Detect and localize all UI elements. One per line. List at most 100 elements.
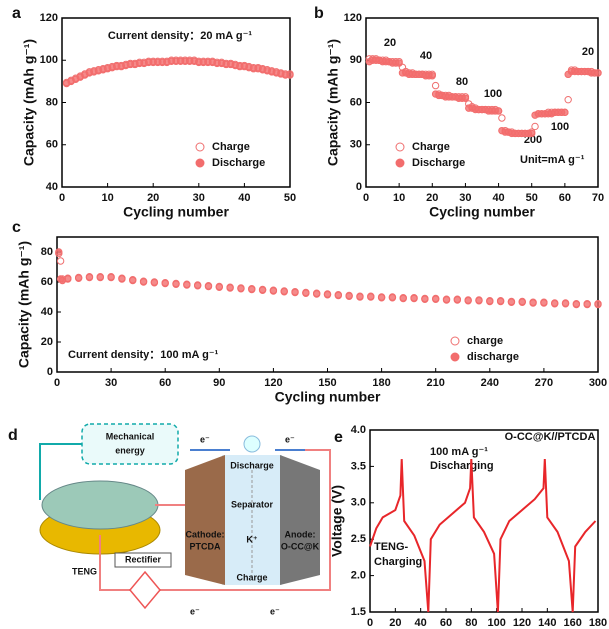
point bbox=[85, 273, 94, 282]
x-tick-label: 40 bbox=[492, 192, 504, 204]
y-tick-label: 120 bbox=[40, 12, 58, 24]
point bbox=[215, 283, 224, 291]
point bbox=[583, 300, 591, 309]
y-tick-label: 4.0 bbox=[351, 424, 366, 436]
diagram-text: O-CC@K bbox=[281, 541, 320, 551]
legend-label: Discharge bbox=[412, 157, 465, 169]
x-tick-label: 40 bbox=[238, 192, 250, 204]
annotation: O-CC@K//PTCDA bbox=[505, 431, 596, 443]
point bbox=[183, 281, 191, 289]
point bbox=[129, 276, 137, 285]
point bbox=[280, 288, 288, 296]
annotation: 100 bbox=[484, 88, 502, 100]
y-axis-label: Capacity (mAh g⁻¹) bbox=[16, 241, 32, 368]
annotation: 100 mA g⁻¹ bbox=[430, 446, 488, 458]
panel-letter: b bbox=[314, 5, 324, 22]
point bbox=[226, 284, 234, 292]
panel-letter: a bbox=[12, 5, 21, 22]
diagram-text: PTCDA bbox=[190, 541, 221, 551]
point bbox=[551, 300, 559, 308]
legend-marker bbox=[450, 336, 460, 346]
y-tick-label: 3.5 bbox=[351, 460, 366, 472]
point bbox=[518, 298, 526, 306]
x-tick-label: 210 bbox=[427, 377, 445, 389]
y-axis-label: Capacity (mAh g⁻¹) bbox=[21, 39, 37, 166]
point bbox=[312, 290, 321, 298]
y-axis-label: Voltage (V) bbox=[329, 485, 345, 557]
point bbox=[496, 297, 505, 306]
point bbox=[594, 69, 602, 77]
panel-letter: d bbox=[8, 427, 18, 444]
point bbox=[96, 273, 104, 282]
x-tick-label: 100 bbox=[487, 617, 505, 629]
x-tick-label: 120 bbox=[513, 617, 531, 629]
point bbox=[334, 291, 343, 300]
point bbox=[594, 300, 602, 309]
legend-label: Charge bbox=[212, 141, 250, 153]
annotation: 40 bbox=[420, 50, 432, 62]
legend-label: Charge bbox=[412, 141, 450, 153]
y-tick-label: 2.5 bbox=[351, 533, 366, 545]
point bbox=[464, 297, 472, 305]
point bbox=[150, 279, 159, 287]
x-tick-label: 160 bbox=[563, 617, 581, 629]
x-tick-label: 140 bbox=[538, 617, 556, 629]
diagram-text: Charge bbox=[236, 572, 267, 582]
y-tick-label: 80 bbox=[41, 246, 53, 258]
panel-letter: e bbox=[334, 429, 343, 446]
diagram-text: TENG bbox=[72, 566, 97, 576]
y-tick-label: 80 bbox=[46, 96, 58, 108]
x-tick-label: 80 bbox=[465, 617, 477, 629]
point bbox=[248, 285, 256, 294]
bulb bbox=[243, 435, 261, 453]
point bbox=[561, 300, 570, 308]
annotation: Current density：100 mA g⁻¹ bbox=[68, 349, 219, 361]
x-axis-label: Cycling number bbox=[123, 204, 229, 220]
x-tick-label: 20 bbox=[389, 617, 401, 629]
point bbox=[395, 59, 403, 67]
x-tick-label: 240 bbox=[481, 377, 499, 389]
point bbox=[345, 292, 353, 300]
line bbox=[369, 459, 597, 613]
diagram-text: e⁻ bbox=[190, 606, 200, 616]
x-tick-label: 50 bbox=[284, 192, 296, 204]
point bbox=[367, 293, 375, 301]
x-tick-label: 10 bbox=[101, 192, 113, 204]
x-tick-label: 0 bbox=[363, 192, 369, 204]
point bbox=[494, 107, 503, 115]
legend-label: charge bbox=[467, 335, 503, 347]
x-tick-label: 60 bbox=[559, 192, 571, 204]
y-tick-label: 30 bbox=[350, 139, 362, 151]
point bbox=[193, 282, 202, 290]
point bbox=[561, 108, 569, 117]
rectifier bbox=[129, 570, 161, 610]
y-tick-label: 0 bbox=[356, 181, 362, 193]
x-tick-label: 10 bbox=[393, 192, 405, 204]
point bbox=[399, 294, 407, 303]
annotation: 20 bbox=[384, 37, 396, 49]
point bbox=[410, 294, 418, 303]
x-tick-label: 0 bbox=[367, 617, 373, 629]
y-tick-label: 60 bbox=[41, 276, 53, 288]
x-tick-label: 0 bbox=[54, 377, 60, 389]
x-tick-label: 20 bbox=[147, 192, 159, 204]
arrow bbox=[39, 443, 82, 500]
diagram-text: Anode: bbox=[285, 529, 316, 539]
diagram-text: Mechanical bbox=[106, 431, 155, 441]
cathode bbox=[185, 455, 225, 585]
x-tick-label: 30 bbox=[105, 377, 117, 389]
point bbox=[428, 72, 436, 80]
point bbox=[421, 295, 429, 303]
x-tick-label: 0 bbox=[59, 192, 65, 204]
x-tick-label: 20 bbox=[426, 192, 438, 204]
legend-marker bbox=[395, 158, 405, 168]
legend-marker bbox=[450, 352, 460, 362]
point bbox=[356, 293, 364, 301]
point bbox=[377, 294, 386, 302]
diagram-text: K⁺ bbox=[246, 534, 257, 544]
x-tick-label: 120 bbox=[264, 377, 282, 389]
point bbox=[531, 122, 539, 131]
point bbox=[74, 274, 83, 282]
x-tick-label: 180 bbox=[589, 617, 607, 629]
x-tick-label: 50 bbox=[526, 192, 538, 204]
